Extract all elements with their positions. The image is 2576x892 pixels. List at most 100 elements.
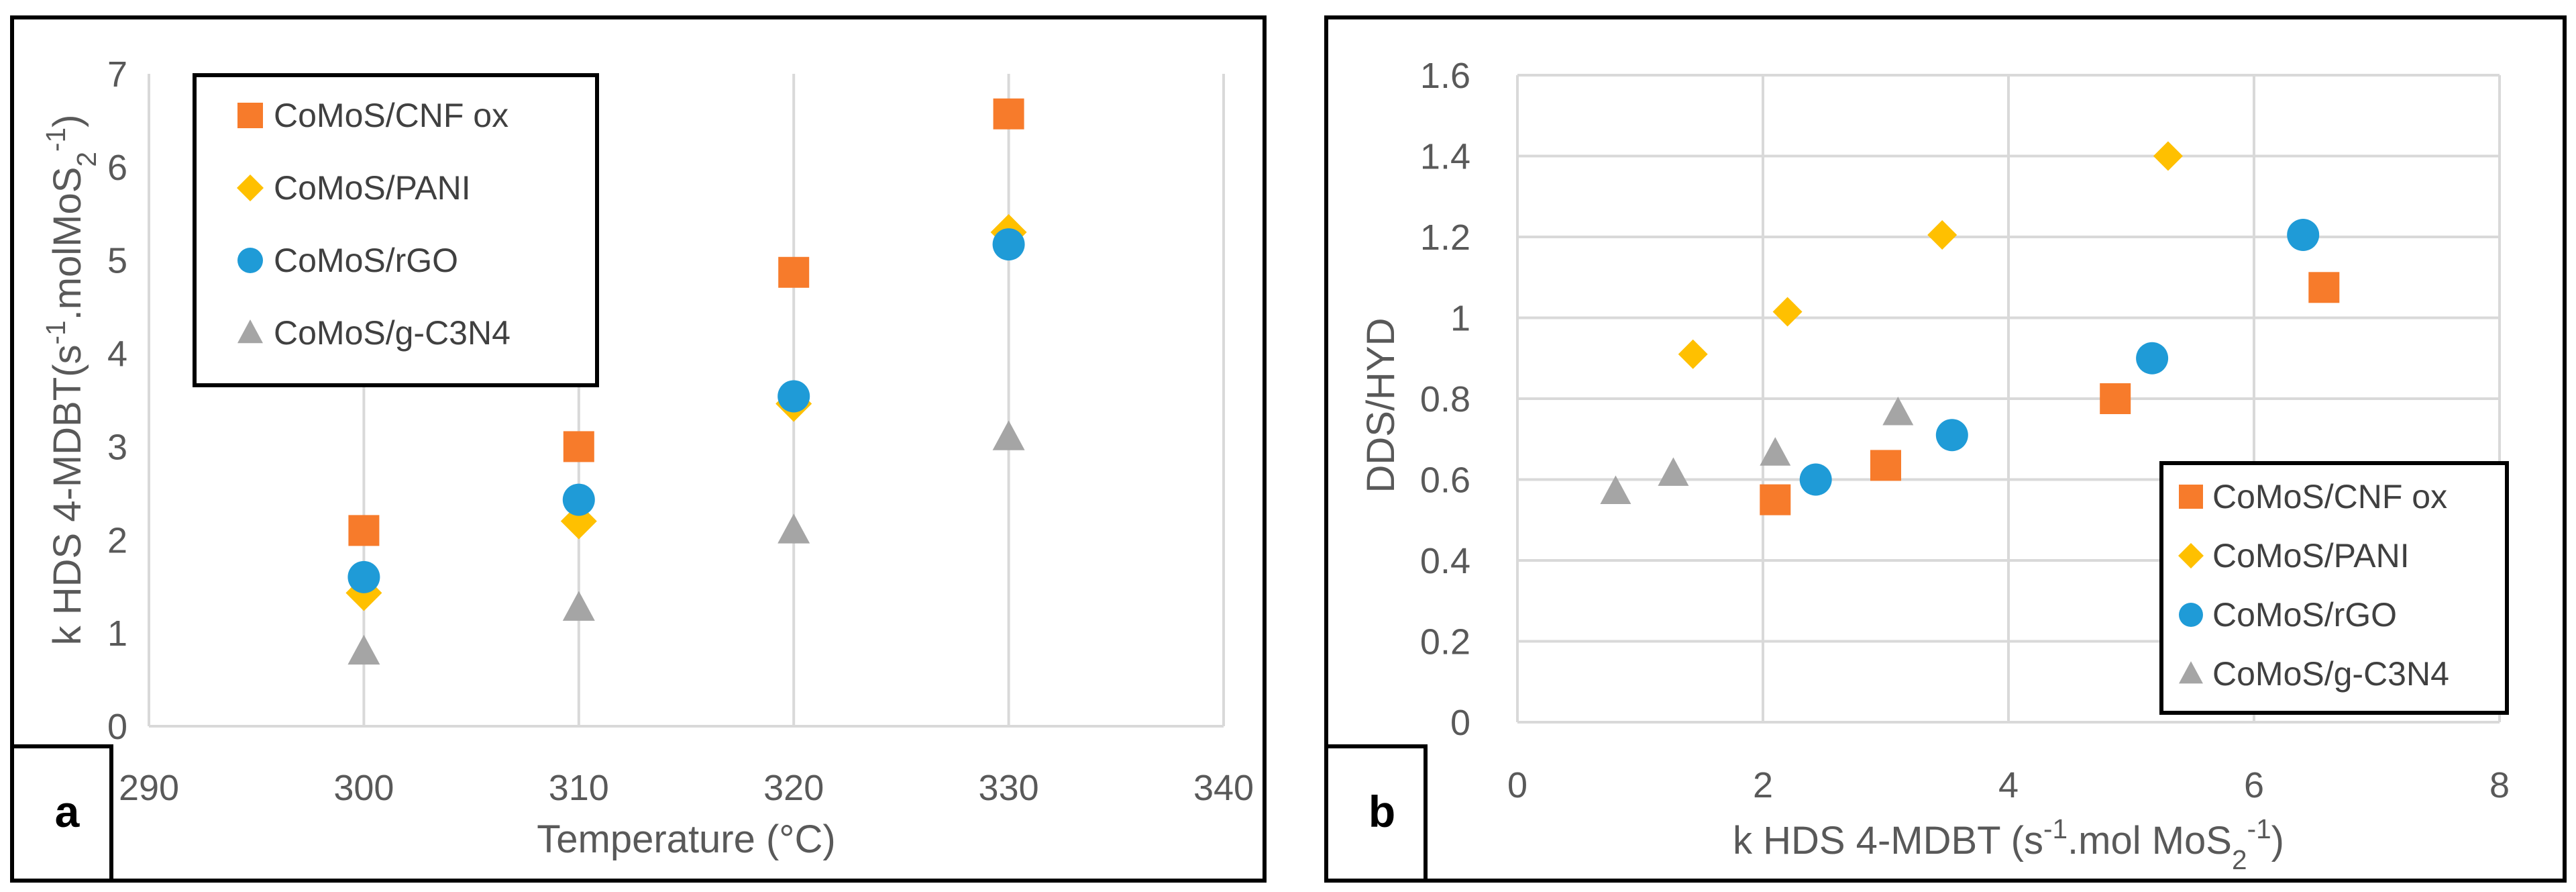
panel-a-xlabel: Temperature (°C) — [537, 817, 835, 861]
panel-a-ytick: 0 — [107, 707, 127, 747]
panel-b-xtick: 6 — [2244, 765, 2264, 805]
data-point-comos-rgo — [562, 483, 595, 516]
panel-a-ytick: 1 — [107, 613, 127, 654]
legend-item-comos-rgo: CoMoS/rGO — [2179, 596, 2397, 634]
data-point-comos-cnf-ox — [778, 256, 810, 288]
panel-b-ytick: 1 — [1450, 299, 1470, 339]
panel-b-ylabel: DDS/HYD — [1359, 317, 1403, 493]
panel-a-points — [345, 98, 1027, 665]
data-point-comos-pani — [2153, 141, 2183, 171]
panel-b-ytick: 1.4 — [1420, 137, 1470, 177]
series-comos-rgo — [1799, 218, 2320, 496]
panel-b-xtick: 2 — [1753, 765, 1773, 805]
data-point-comos-g-c3n4 — [1600, 475, 1631, 504]
legend-label: CoMoS/rGO — [274, 242, 458, 279]
legend-item-comos-cnf-ox: CoMoS/CNF ox — [237, 97, 508, 134]
panel-a-xtick: 320 — [763, 768, 824, 808]
legend-marker-comos-g-c3n4 — [2179, 661, 2203, 684]
panel-a-ytick: 4 — [107, 334, 127, 375]
data-point-comos-cnf-ox — [563, 431, 594, 462]
data-point-comos-rgo — [2287, 218, 2320, 251]
legend-marker-comos-cnf-ox — [237, 103, 263, 128]
data-point-comos-rgo — [347, 560, 380, 593]
data-point-comos-rgo — [2136, 342, 2169, 375]
legend-item-comos-cnf-ox: CoMoS/CNF ox — [2179, 478, 2447, 515]
legend-marker-comos-rgo — [2179, 603, 2203, 627]
series-comos-cnf-ox — [1760, 272, 2340, 515]
legend-label: CoMoS/g-C3N4 — [274, 314, 511, 352]
panel-b-xtick: 4 — [1998, 765, 2019, 805]
data-point-comos-g-c3n4 — [1658, 457, 1689, 486]
panel-a-tag: a — [55, 787, 80, 836]
panel-b-xtick: 0 — [1507, 765, 1527, 805]
legend-item-comos-g-c3n4: CoMoS/g-C3N4 — [2179, 655, 2449, 693]
data-point-comos-cnf-ox — [2308, 272, 2340, 303]
panel-a-ytick: 6 — [107, 148, 127, 188]
data-point-comos-cnf-ox — [2100, 383, 2131, 414]
panel-a-xtick: 330 — [979, 768, 1039, 808]
data-point-comos-cnf-ox — [1870, 450, 1901, 481]
series-comos-g-c3n4 — [1600, 396, 1914, 504]
panel-b: 0 0.2 0.4 0.6 0.8 1 1.2 1.4 1.6 0 2 4 6 8 k HDS 4-MDBT… — [1324, 15, 2567, 883]
legend-marker-comos-pani — [237, 175, 264, 201]
data-point-comos-g-c3n4 — [777, 513, 810, 544]
panel-a-tag-box — [10, 744, 113, 883]
panel-a: 290 300 310 320 330 340 0 1 2 3 4 5 6 7 Temperature (°… — [10, 15, 1267, 883]
panel-b-ytick: 0.4 — [1420, 541, 1470, 581]
data-point-comos-cnf-ox — [993, 98, 1024, 130]
legend-item-comos-rgo: CoMoS/rGO — [237, 242, 458, 279]
legend-label: CoMoS/PANI — [2212, 537, 2410, 575]
data-point-comos-pani — [1678, 339, 1708, 369]
panel-b-ytick: 1.6 — [1420, 56, 1470, 96]
series-comos-rgo — [347, 228, 1025, 593]
panel-a-ytick: 3 — [107, 427, 127, 467]
panel-b-legend: CoMoS/CNF ox CoMoS/PANI CoMoS/rGO CoMoS/g-C… — [2159, 461, 2509, 715]
panel-b-ytick: 0.8 — [1420, 379, 1470, 419]
data-point-comos-rgo — [992, 228, 1025, 261]
series-comos-cnf-ox — [348, 98, 1024, 546]
legend-label: CoMoS/g-C3N4 — [2212, 655, 2449, 693]
data-point-comos-g-c3n4 — [1760, 437, 1791, 466]
legend-label: CoMoS/rGO — [2212, 596, 2397, 634]
panel-b-xlabel: k HDS 4-MDBT (s-1.mol MoS2-1) — [1733, 813, 2284, 875]
panel-a-ytick: 7 — [107, 54, 127, 95]
panel-b-ytick: 1.2 — [1420, 217, 1470, 258]
panel-b-points — [1600, 141, 2340, 515]
legend-marker-comos-g-c3n4 — [237, 319, 263, 344]
panel-a-xtick: 340 — [1193, 768, 1254, 808]
legend-marker-comos-rgo — [237, 248, 263, 273]
panel-b-axes: 0 0.2 0.4 0.6 0.8 1 1.2 1.4 1.6 0 2 4 6 8 k HDS 4-MDBT… — [1359, 56, 2510, 875]
panel-b-ytick: 0 — [1450, 703, 1470, 743]
panel-a-ytick: 2 — [107, 520, 127, 560]
legend-item-comos-g-c3n4: CoMoS/g-C3N4 — [237, 314, 511, 352]
legend-label: CoMoS/CNF ox — [2212, 478, 2447, 515]
legend-item-comos-pani: CoMoS/PANI — [2178, 537, 2410, 575]
data-point-comos-cnf-ox — [348, 515, 380, 546]
panel-b-ytick: 0.2 — [1420, 622, 1470, 662]
panel-b-xtick: 8 — [2489, 765, 2510, 805]
panel-a-xtick: 300 — [333, 768, 394, 808]
data-point-comos-g-c3n4 — [1882, 396, 1914, 426]
data-point-comos-g-c3n4 — [992, 420, 1025, 450]
legend-label: CoMoS/PANI — [274, 169, 471, 207]
panel-b-tag: b — [1368, 787, 1395, 836]
data-point-comos-g-c3n4 — [562, 591, 595, 621]
legend-item-comos-pani: CoMoS/PANI — [237, 169, 471, 207]
data-point-comos-rgo — [777, 380, 810, 413]
panel-a-legend: CoMoS/CNF ox CoMoS/PANI CoMoS/rGO CoMoS/g-C… — [193, 73, 599, 387]
series-comos-g-c3n4 — [347, 420, 1025, 665]
legend-marker-comos-pani — [2178, 543, 2204, 568]
legend-label: CoMoS/CNF ox — [274, 97, 508, 134]
panel-b-ytick: 0.6 — [1420, 460, 1470, 501]
series-comos-pani — [1678, 141, 2183, 369]
panel-a-xtick: 310 — [549, 768, 609, 808]
legend-marker-comos-cnf-ox — [2179, 485, 2203, 509]
data-point-comos-rgo — [1799, 463, 1832, 496]
data-point-comos-pani — [1772, 297, 1803, 327]
panel-a-ylabel: k HDS 4-MDBT(s-1.molMoS2-1) — [40, 115, 102, 646]
panel-a-xtick: 290 — [119, 768, 179, 808]
data-point-comos-cnf-ox — [1760, 484, 1791, 515]
panel-b-legend-box — [2159, 461, 2509, 715]
panel-b-grid — [1516, 74, 2501, 724]
